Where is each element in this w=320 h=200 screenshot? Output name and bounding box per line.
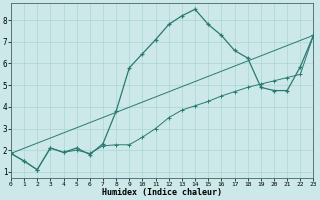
X-axis label: Humidex (Indice chaleur): Humidex (Indice chaleur): [102, 188, 222, 197]
